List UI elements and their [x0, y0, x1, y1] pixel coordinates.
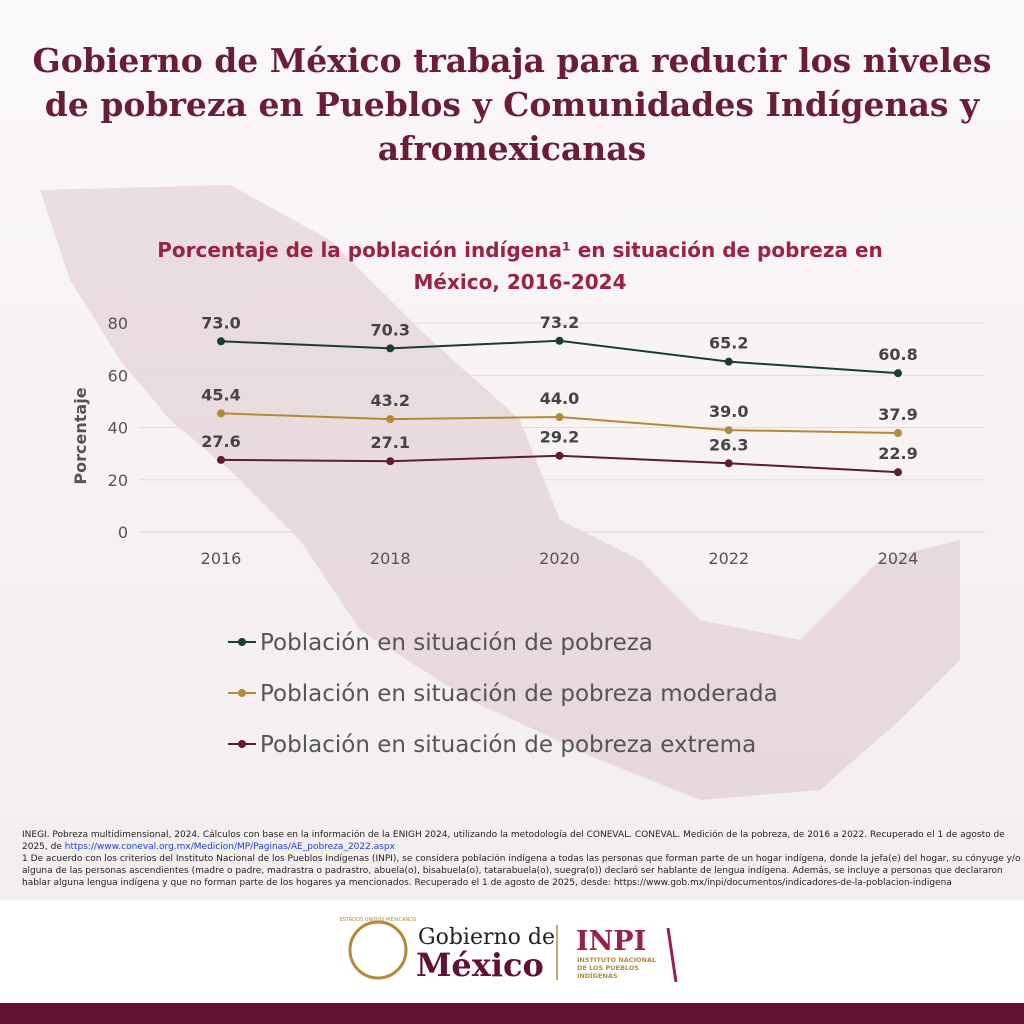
- data-label: 43.2: [371, 391, 410, 410]
- legend-marker: [238, 638, 246, 646]
- data-label: 37.9: [878, 405, 917, 424]
- data-point: [386, 457, 395, 466]
- data-label: 60.8: [878, 345, 917, 364]
- data-point: [217, 337, 225, 346]
- data-point: [555, 413, 564, 422]
- y-tick-label: 20: [108, 471, 128, 490]
- data-point: [724, 426, 733, 435]
- data-label: 73.2: [540, 313, 579, 332]
- y-tick-label: 80: [108, 314, 128, 333]
- chart-title: México, 2016-2024: [413, 270, 626, 294]
- headline: de pobreza en Pueblos y Comunidades Indí…: [45, 85, 980, 124]
- legend-label: Población en situación de pobreza: [260, 630, 653, 656]
- inpi-name: DE LOS PUEBLOS: [577, 964, 639, 972]
- data-label: 22.9: [878, 444, 917, 463]
- x-tick-label: 2022: [708, 549, 749, 568]
- chart-title: Porcentaje de la población indígena¹ en …: [157, 238, 883, 262]
- data-point: [894, 369, 902, 378]
- footnote: alguna de las personas ascendientes (mad…: [22, 865, 1003, 876]
- background: [0, 0, 1024, 900]
- headline: Gobierno de México trabaja para reducir …: [33, 41, 992, 80]
- data-point: [724, 459, 733, 468]
- data-point: [386, 415, 395, 424]
- footnote-text: 2025, de: [22, 842, 65, 852]
- data-point: [217, 455, 225, 464]
- emblem: [348, 920, 408, 980]
- footnote: 2025, de https://www.coneval.org.mx/Medi…: [22, 842, 396, 852]
- inpi-acronym: INPI: [576, 926, 646, 957]
- data-label: 70.3: [371, 320, 410, 339]
- data-point: [555, 336, 564, 345]
- inpi-name: INSTITUTO NACIONAL: [577, 956, 656, 964]
- x-tick-label: 2020: [539, 549, 580, 568]
- data-point: [894, 468, 902, 477]
- data-label: 44.0: [540, 389, 579, 408]
- legend-label: Población en situación de pobreza modera…: [260, 681, 778, 707]
- inpi-icon: [666, 927, 678, 983]
- x-tick-label: 2018: [370, 549, 411, 568]
- footer-area: [0, 900, 1024, 1003]
- data-label: 26.3: [709, 435, 748, 454]
- data-point: [386, 344, 395, 353]
- footnote: 1 De acuerdo con los criterios del Insti…: [22, 853, 1021, 864]
- y-tick-label: 60: [108, 366, 128, 385]
- legend-label: Población en situación de pobreza extrem…: [260, 732, 756, 758]
- data-label: 65.2: [709, 334, 748, 353]
- data-label: 73.0: [201, 313, 240, 332]
- data-label: 39.0: [709, 402, 748, 421]
- headline: afromexicanas: [378, 129, 647, 168]
- data-label: 29.2: [540, 428, 579, 447]
- footnote-link[interactable]: https://www.coneval.org.mx/Medicion/MP/P…: [65, 842, 396, 852]
- y-tick-label: 40: [108, 419, 128, 438]
- x-tick-label: 2024: [878, 549, 919, 568]
- legend-marker: [238, 740, 246, 748]
- gob-line2: México: [416, 946, 544, 984]
- data-label: 27.6: [201, 432, 240, 451]
- x-tick-label: 2016: [201, 549, 242, 568]
- y-axis-label: Porcentaje: [71, 387, 90, 484]
- data-point: [217, 409, 225, 418]
- data-label: 45.4: [201, 385, 240, 404]
- map-shape: [40, 185, 960, 800]
- data-point: [724, 357, 733, 366]
- data-label: 27.1: [371, 433, 410, 452]
- footnote: INEGI. Pobreza multidimensional, 2024. C…: [22, 829, 1005, 840]
- legend-marker: [238, 689, 246, 697]
- bottom-bar: [0, 1003, 1024, 1024]
- y-tick-label: 0: [118, 523, 128, 542]
- inpi-name: INDÍGENAS: [577, 971, 618, 980]
- data-point: [894, 428, 902, 437]
- emblem-text: ESTADOS UNIDOS MEXICANOS: [340, 917, 417, 923]
- data-point: [555, 451, 564, 460]
- gob-line1: Gobierno de: [418, 925, 555, 950]
- footnote: hablar alguna lengua indígena y que no f…: [22, 878, 952, 888]
